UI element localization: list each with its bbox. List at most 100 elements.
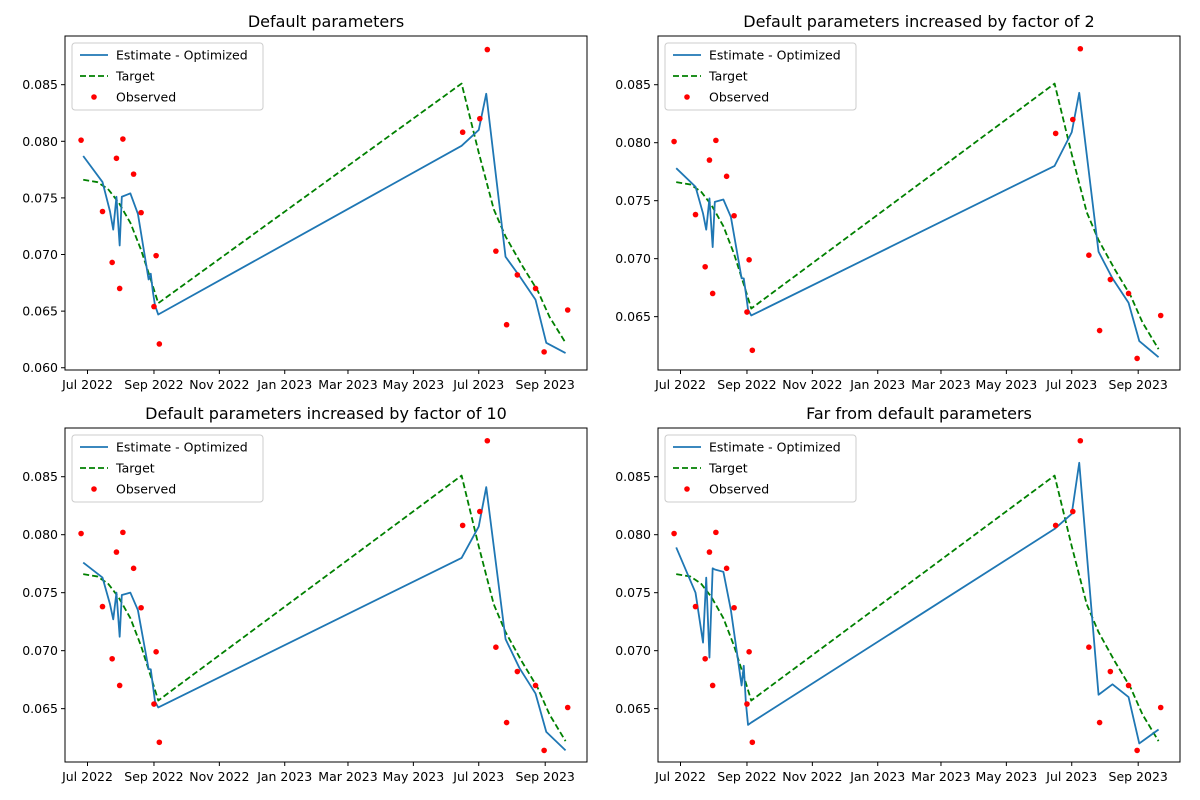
observed-point [1077, 45, 1084, 52]
estimate-line [82, 92, 566, 354]
x-tick-label: Jul 2022 [654, 769, 706, 784]
y-tick-label: 0.065 [22, 701, 58, 716]
y-tick-label: 0.070 [615, 643, 651, 658]
observed-point [484, 437, 491, 444]
observed-point [493, 644, 499, 650]
estimate-line [675, 91, 1160, 358]
observed-point [116, 285, 123, 292]
observed-point [1157, 312, 1164, 319]
observed-point [1134, 747, 1140, 754]
x-tick-label: May 2023 [976, 769, 1038, 784]
y-tick-label: 0.085 [22, 469, 58, 484]
observed-point [1157, 704, 1164, 711]
x-tick-label: Jul 2022 [654, 377, 706, 392]
observed-point [109, 655, 115, 662]
observed-point [459, 522, 466, 529]
chart-panel-2: Default parameters increased by factor o… [615, 12, 1181, 392]
x-tick-label: Nov 2022 [189, 377, 249, 392]
observed-point [1077, 437, 1084, 444]
target-line [83, 82, 567, 344]
legend-label: Target [115, 461, 155, 476]
observed-point [156, 341, 163, 347]
observed-point [153, 252, 159, 259]
target-line [83, 474, 567, 742]
observed-point [99, 603, 106, 610]
legend-label: Target [708, 461, 748, 476]
observed-point [78, 530, 84, 537]
legend-label: Estimate - Optimized [116, 48, 248, 63]
y-tick-label: 0.075 [615, 585, 651, 600]
estimate-line [82, 486, 567, 752]
x-tick-label: May 2023 [383, 377, 445, 392]
observed-point [746, 649, 752, 655]
observed-point [541, 747, 547, 754]
observed-point [706, 549, 713, 555]
observed-point [113, 155, 120, 162]
x-tick-label: Sep 2022 [124, 769, 183, 784]
observed-point [1107, 668, 1114, 675]
x-tick-label: Jan 2023 [849, 769, 905, 784]
observed-point [151, 303, 157, 310]
chart-panel-3: Default parameters increased by factor o… [22, 404, 588, 784]
x-tick-label: Mar 2023 [911, 769, 970, 784]
observed-point [671, 530, 677, 537]
y-tick-label: 0.075 [22, 190, 58, 205]
legend-label: Target [115, 69, 155, 84]
plot-area [78, 437, 571, 754]
x-tick-label: Jan 2023 [256, 377, 312, 392]
observed-point [503, 321, 510, 328]
observed-point [493, 248, 499, 254]
observed-point [744, 309, 750, 315]
x-tick-label: Mar 2023 [911, 377, 970, 392]
chart-title: Default parameters [248, 12, 404, 31]
observed-point [706, 157, 713, 163]
observed-point [1052, 130, 1059, 137]
x-tick-label: Sep 2022 [124, 377, 183, 392]
axes-frame [64, 427, 588, 763]
observed-point [78, 137, 84, 143]
observed-point [1096, 719, 1103, 726]
observed-point [746, 257, 752, 263]
legend: Estimate - Optimized Target Observed [71, 42, 264, 111]
y-tick-label: 0.085 [615, 469, 651, 484]
observed-point [477, 115, 483, 122]
observed-point [99, 208, 106, 215]
x-tick-label: Nov 2022 [782, 769, 842, 784]
observed-point [514, 272, 521, 278]
observed-point [532, 682, 539, 689]
observed-point [1107, 276, 1114, 283]
observed-point [130, 565, 137, 572]
legend-box [664, 42, 857, 111]
legend-marker-observed [684, 94, 690, 100]
observed-point [713, 529, 719, 536]
legend-marker-observed [91, 94, 97, 100]
x-tick-label: Sep 2023 [516, 769, 575, 784]
observed-point [564, 704, 571, 711]
target-line [676, 474, 1160, 742]
observed-point [709, 682, 716, 689]
legend-label: Observed [116, 482, 176, 497]
observed-point [514, 668, 521, 675]
y-tick-label: 0.065 [615, 309, 651, 324]
legend-label: Observed [709, 482, 769, 497]
y-tick-label: 0.070 [615, 251, 651, 266]
observed-point [459, 129, 466, 136]
observed-point [503, 719, 510, 726]
observed-point [1096, 327, 1103, 334]
legend-marker-observed [91, 486, 97, 492]
observed-point [120, 136, 126, 142]
x-tick-label: Jul 2022 [61, 769, 113, 784]
y-tick-label: 0.080 [615, 527, 651, 542]
y-tick-label: 0.070 [22, 247, 58, 262]
legend-label: Observed [116, 90, 176, 105]
x-tick-label: Sep 2023 [1109, 377, 1168, 392]
plot-area [78, 46, 571, 355]
observed-point [1134, 355, 1140, 362]
chart-title: Default parameters increased by factor o… [743, 12, 1094, 31]
observed-point [1052, 522, 1059, 529]
plot-area [671, 437, 1164, 754]
legend: Estimate - Optimized Target Observed [664, 434, 857, 503]
x-tick-label: Jul 2023 [1045, 769, 1097, 784]
observed-point [116, 682, 123, 689]
